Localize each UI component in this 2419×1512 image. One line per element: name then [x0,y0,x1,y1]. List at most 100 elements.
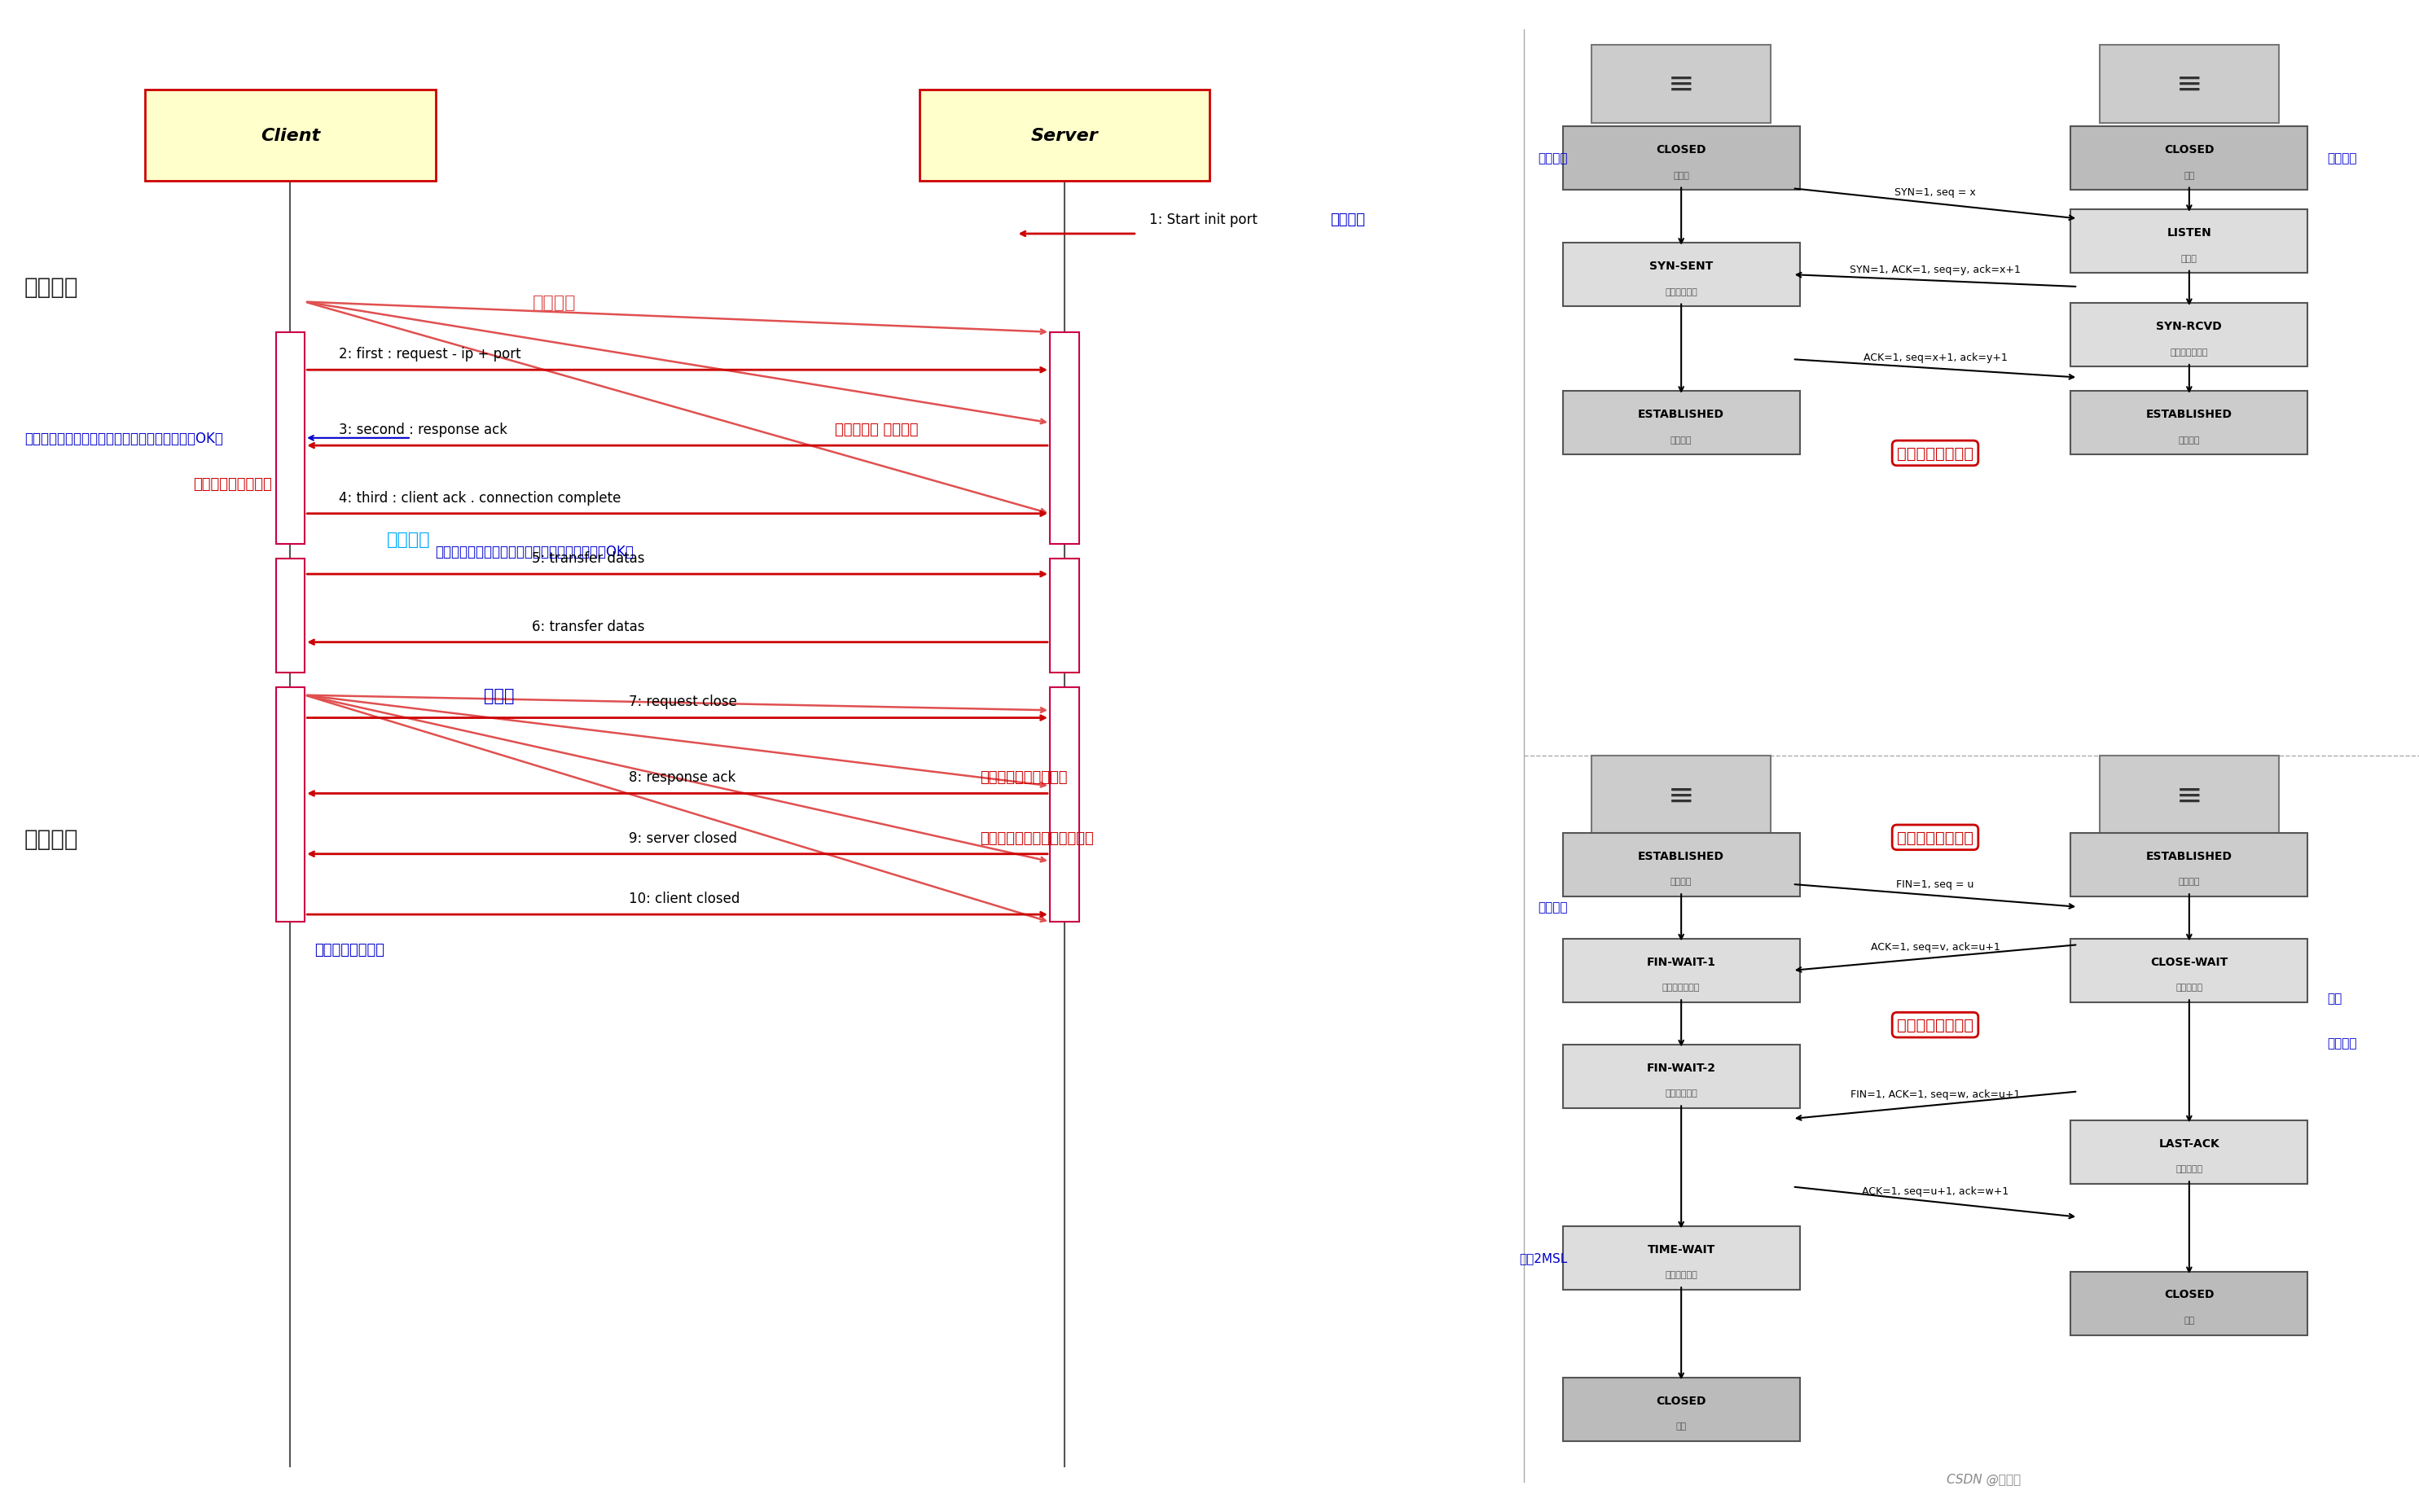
Text: 请求连接: 请求连接 [532,295,576,310]
Text: 初始端: 初始端 [1674,171,1688,180]
Text: 4: third : client ack . connection complete: 4: third : client ack . connection compl… [339,490,622,505]
FancyBboxPatch shape [2071,304,2308,367]
Text: ESTABLISHED: ESTABLISHED [1638,408,1725,420]
Text: SYN=1, seq = x: SYN=1, seq = x [1894,187,1976,198]
Text: 9: server closed: 9: server closed [629,830,745,845]
FancyBboxPatch shape [1563,939,1800,1002]
Text: 主动打开: 主动打开 [1538,153,1568,165]
Text: 收到消息知道你要关了: 收到消息知道你要关了 [980,770,1067,785]
FancyBboxPatch shape [1592,45,1771,124]
Text: ESTABLISHED: ESTABLISHED [2146,850,2233,862]
Text: 初始: 初始 [2184,171,2194,180]
FancyBboxPatch shape [1563,833,1800,897]
FancyBboxPatch shape [2071,1120,2308,1184]
Text: ≡: ≡ [2177,70,2201,100]
Bar [1050,333,1079,544]
Text: 我也收到你要关了: 我也收到你要关了 [314,942,385,957]
Text: Server: Server [1030,129,1098,144]
FancyBboxPatch shape [1563,1045,1800,1108]
Text: FIN=1, ACK=1, seq=w, ack=u+1: FIN=1, ACK=1, seq=w, ack=u+1 [1851,1089,2020,1099]
Text: 等待网络报文: 等待网络报文 [1664,1270,1698,1279]
Text: 四次挥手: 四次挥手 [24,827,77,851]
Text: 8: response ack: 8: response ack [629,770,745,785]
Text: 知道你接受到请求了: 知道你接受到请求了 [194,476,273,491]
Text: ≡: ≡ [1669,70,1693,100]
FancyBboxPatch shape [2071,1272,2308,1335]
FancyBboxPatch shape [2100,756,2279,835]
FancyBboxPatch shape [2071,392,2308,455]
Text: FIN-WAIT-2: FIN-WAIT-2 [1647,1061,1715,1074]
Bar [276,688,305,922]
Text: ESTABLISHED: ESTABLISHED [1638,850,1725,862]
Text: 监听端: 监听端 [2182,254,2196,263]
Text: 1: Start init port: 1: Start init port [1149,212,1258,227]
Text: ≡: ≡ [2177,780,2201,810]
Text: FIN-WAIT-1: FIN-WAIT-1 [1647,956,1715,968]
Text: 同步收到已确认: 同步收到已确认 [2170,348,2209,357]
Bar [276,559,305,673]
Text: FIN=1, seq = u: FIN=1, seq = u [1896,880,1974,889]
Text: 被动关闭: 被动关闭 [2327,1037,2356,1049]
Text: 关闭: 关闭 [2184,1315,2194,1325]
Text: ≡: ≡ [1669,780,1693,810]
Text: 已连接端: 已连接端 [1672,877,1691,886]
Text: CLOSED: CLOSED [1657,144,1705,156]
FancyBboxPatch shape [2071,833,2308,897]
FancyBboxPatch shape [2071,127,2308,191]
Text: 关闭等待端: 关闭等待端 [2175,983,2204,992]
Text: 到了这一步客户端知道自己发送和接收能力都是OK的: 到了这一步客户端知道自己发送和接收能力都是OK的 [24,431,223,446]
Text: SYN-SENT: SYN-SENT [1650,260,1713,272]
Text: 被动打开: 被动打开 [2327,153,2356,165]
Text: CLOSED: CLOSED [2165,1288,2213,1300]
FancyBboxPatch shape [1563,392,1800,455]
Text: TCP服务器: TCP服务器 [2158,45,2221,60]
Text: 到了这一步服务端知道自己发送和接收能力都是OK的: 到了这一步服务端知道自己发送和接收能力都是OK的 [435,544,634,559]
Text: TIME-WAIT: TIME-WAIT [1647,1243,1715,1255]
FancyBboxPatch shape [2100,45,2279,124]
FancyBboxPatch shape [1563,127,1800,191]
FancyBboxPatch shape [145,91,435,181]
Text: LAST-ACK: LAST-ACK [2158,1137,2221,1149]
FancyBboxPatch shape [919,91,1210,181]
Text: 数据交互: 数据交互 [387,531,431,547]
Text: 我要关: 我要关 [484,688,515,703]
Text: TCP客户端: TCP客户端 [1650,764,1713,779]
FancyBboxPatch shape [1563,1377,1800,1441]
Text: 主动关闭: 主动关闭 [1538,901,1568,913]
Text: 数据传输（双向）: 数据传输（双向） [1896,830,1974,845]
Text: 所有报文处理完毕，我也关了: 所有报文处理完毕，我也关了 [980,830,1093,845]
Text: ESTABLISHED: ESTABLISHED [2146,408,2233,420]
Text: 等待2MSL: 等待2MSL [1519,1252,1568,1264]
Text: CLOSED: CLOSED [1657,1394,1705,1406]
Text: 等待收到确认: 等待收到确认 [1664,287,1698,296]
Text: 6: transfer datas: 6: transfer datas [532,618,646,634]
Text: CLOSE-WAIT: CLOSE-WAIT [2150,956,2228,968]
Text: LISTEN: LISTEN [2167,227,2211,239]
Text: 已连接端: 已连接端 [2180,435,2199,445]
Text: ACK=1, seq=v, ack=u+1: ACK=1, seq=v, ack=u+1 [1870,942,2001,953]
FancyBboxPatch shape [2071,210,2308,274]
Text: Client: Client [261,129,319,144]
FancyBboxPatch shape [1563,1226,1800,1290]
Text: 2: first : request - ip + port: 2: first : request - ip + port [339,346,520,361]
Bar [1050,559,1079,673]
Text: 已连接端: 已连接端 [2180,877,2199,886]
Text: 通知: 通知 [2327,992,2342,1004]
Text: 7: request close: 7: request close [629,694,738,709]
FancyBboxPatch shape [1563,243,1800,307]
Text: ACK=1, seq=u+1, ack=w+1: ACK=1, seq=u+1, ack=w+1 [1863,1185,2008,1196]
Text: SYN-RCVD: SYN-RCVD [2155,321,2223,333]
Text: 数据传输（单向）: 数据传输（单向） [1896,1018,1974,1033]
Text: 等待服务端确认: 等待服务端确认 [1662,983,1701,992]
Text: 数据传输（双向）: 数据传输（双向） [1896,446,1974,461]
Text: 等待关闭确认: 等待关闭确认 [1664,1089,1698,1098]
Bar [276,333,305,544]
Text: TCP服务器: TCP服务器 [2158,764,2221,779]
Text: 关闭: 关闭 [1676,1421,1686,1430]
Text: 接收到请求 可以连接: 接收到请求 可以连接 [835,422,919,437]
Text: CSDN @张紫娃: CSDN @张紫娃 [1947,1473,2020,1485]
Text: 三次握手: 三次握手 [24,275,77,299]
Text: 已连接端: 已连接端 [1672,435,1691,445]
Text: 5: transfer datas: 5: transfer datas [532,550,646,565]
Text: 3: second : response ack: 3: second : response ack [339,422,515,437]
